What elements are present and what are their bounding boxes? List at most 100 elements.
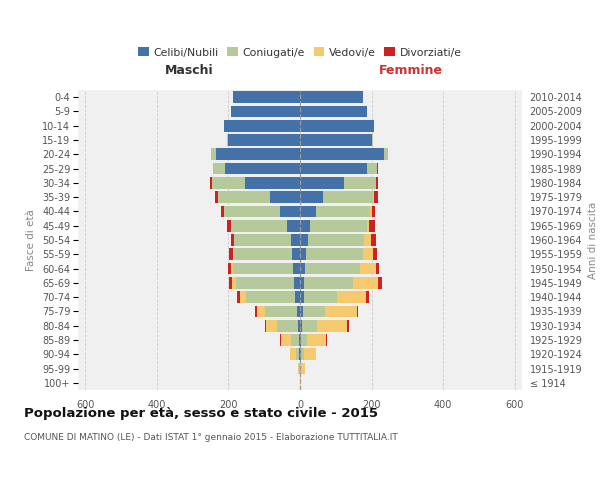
Bar xyxy=(277,320,298,332)
Bar xyxy=(376,177,378,188)
Bar xyxy=(300,320,302,332)
Bar xyxy=(229,277,232,288)
Y-axis label: Fasce di età: Fasce di età xyxy=(26,209,37,271)
Bar xyxy=(233,248,234,260)
Bar xyxy=(280,334,281,346)
Bar xyxy=(216,148,300,160)
Bar xyxy=(379,277,382,288)
Bar xyxy=(364,234,371,246)
Bar xyxy=(371,234,376,246)
Bar xyxy=(265,306,297,318)
Bar xyxy=(238,292,240,303)
Bar xyxy=(304,277,353,288)
Bar xyxy=(234,248,292,260)
Bar xyxy=(304,292,337,303)
Bar xyxy=(347,320,349,332)
Bar xyxy=(323,192,373,203)
Bar xyxy=(300,292,304,303)
Bar xyxy=(299,348,300,360)
Bar xyxy=(299,334,300,346)
Bar xyxy=(287,220,300,232)
Bar xyxy=(356,306,358,318)
Text: Popolazione per età, sesso e stato civile - 2015: Popolazione per età, sesso e stato civil… xyxy=(24,408,378,420)
Bar xyxy=(300,92,362,103)
Bar xyxy=(373,248,377,260)
Bar xyxy=(305,262,360,274)
Bar xyxy=(300,220,310,232)
Legend: Celibi/Nubili, Coniugati/e, Vedovi/e, Divorziati/e: Celibi/Nubili, Coniugati/e, Vedovi/e, Di… xyxy=(139,48,461,58)
Bar xyxy=(231,220,287,232)
Bar xyxy=(376,262,379,274)
Bar xyxy=(300,106,367,118)
Bar xyxy=(371,206,375,218)
Bar xyxy=(280,206,300,218)
Bar xyxy=(233,262,293,274)
Text: Femmine: Femmine xyxy=(379,64,443,76)
Bar xyxy=(316,206,370,218)
Bar xyxy=(269,192,300,203)
Bar xyxy=(293,262,300,274)
Bar xyxy=(301,348,304,360)
Bar xyxy=(281,334,290,346)
Bar xyxy=(245,292,295,303)
Bar xyxy=(232,277,236,288)
Bar xyxy=(218,192,269,203)
Bar xyxy=(300,120,374,132)
Bar xyxy=(290,334,299,346)
Bar xyxy=(210,177,212,188)
Bar xyxy=(295,292,300,303)
Bar xyxy=(231,234,234,246)
Bar xyxy=(300,377,301,388)
Bar xyxy=(366,292,369,303)
Bar xyxy=(293,277,300,288)
Bar xyxy=(301,334,307,346)
Bar xyxy=(296,348,299,360)
Bar xyxy=(370,206,371,218)
Bar xyxy=(298,320,300,332)
Bar xyxy=(300,334,301,346)
Bar xyxy=(225,162,300,174)
Bar xyxy=(360,262,376,274)
Bar xyxy=(307,334,326,346)
Bar xyxy=(215,192,218,203)
Text: Maschi: Maschi xyxy=(164,64,214,76)
Y-axis label: Anni di nascita: Anni di nascita xyxy=(588,202,598,278)
Bar xyxy=(384,148,388,160)
Bar xyxy=(235,234,291,246)
Bar xyxy=(214,162,225,174)
Bar xyxy=(304,348,316,360)
Bar xyxy=(300,192,323,203)
Bar xyxy=(377,162,378,174)
Bar xyxy=(257,306,265,318)
Bar xyxy=(373,192,374,203)
Bar xyxy=(367,220,370,232)
Bar xyxy=(302,320,317,332)
Bar xyxy=(291,234,300,246)
Bar xyxy=(228,262,231,274)
Bar xyxy=(234,234,235,246)
Bar xyxy=(300,277,304,288)
Bar xyxy=(353,277,379,288)
Bar xyxy=(224,206,280,218)
Bar xyxy=(298,362,299,374)
Bar xyxy=(308,234,364,246)
Bar xyxy=(297,306,300,318)
Bar xyxy=(367,162,377,174)
Bar xyxy=(300,262,305,274)
Bar xyxy=(326,334,327,346)
Bar xyxy=(221,206,224,218)
Bar xyxy=(374,192,378,203)
Bar xyxy=(227,220,231,232)
Bar xyxy=(211,148,216,160)
Bar xyxy=(212,177,245,188)
Bar xyxy=(231,262,233,274)
Bar xyxy=(325,306,356,318)
Bar xyxy=(300,234,308,246)
Bar xyxy=(300,306,303,318)
Bar xyxy=(370,220,375,232)
Bar xyxy=(231,106,300,118)
Bar xyxy=(254,306,257,318)
Bar xyxy=(227,134,300,146)
Bar xyxy=(300,134,373,146)
Bar xyxy=(292,248,300,260)
